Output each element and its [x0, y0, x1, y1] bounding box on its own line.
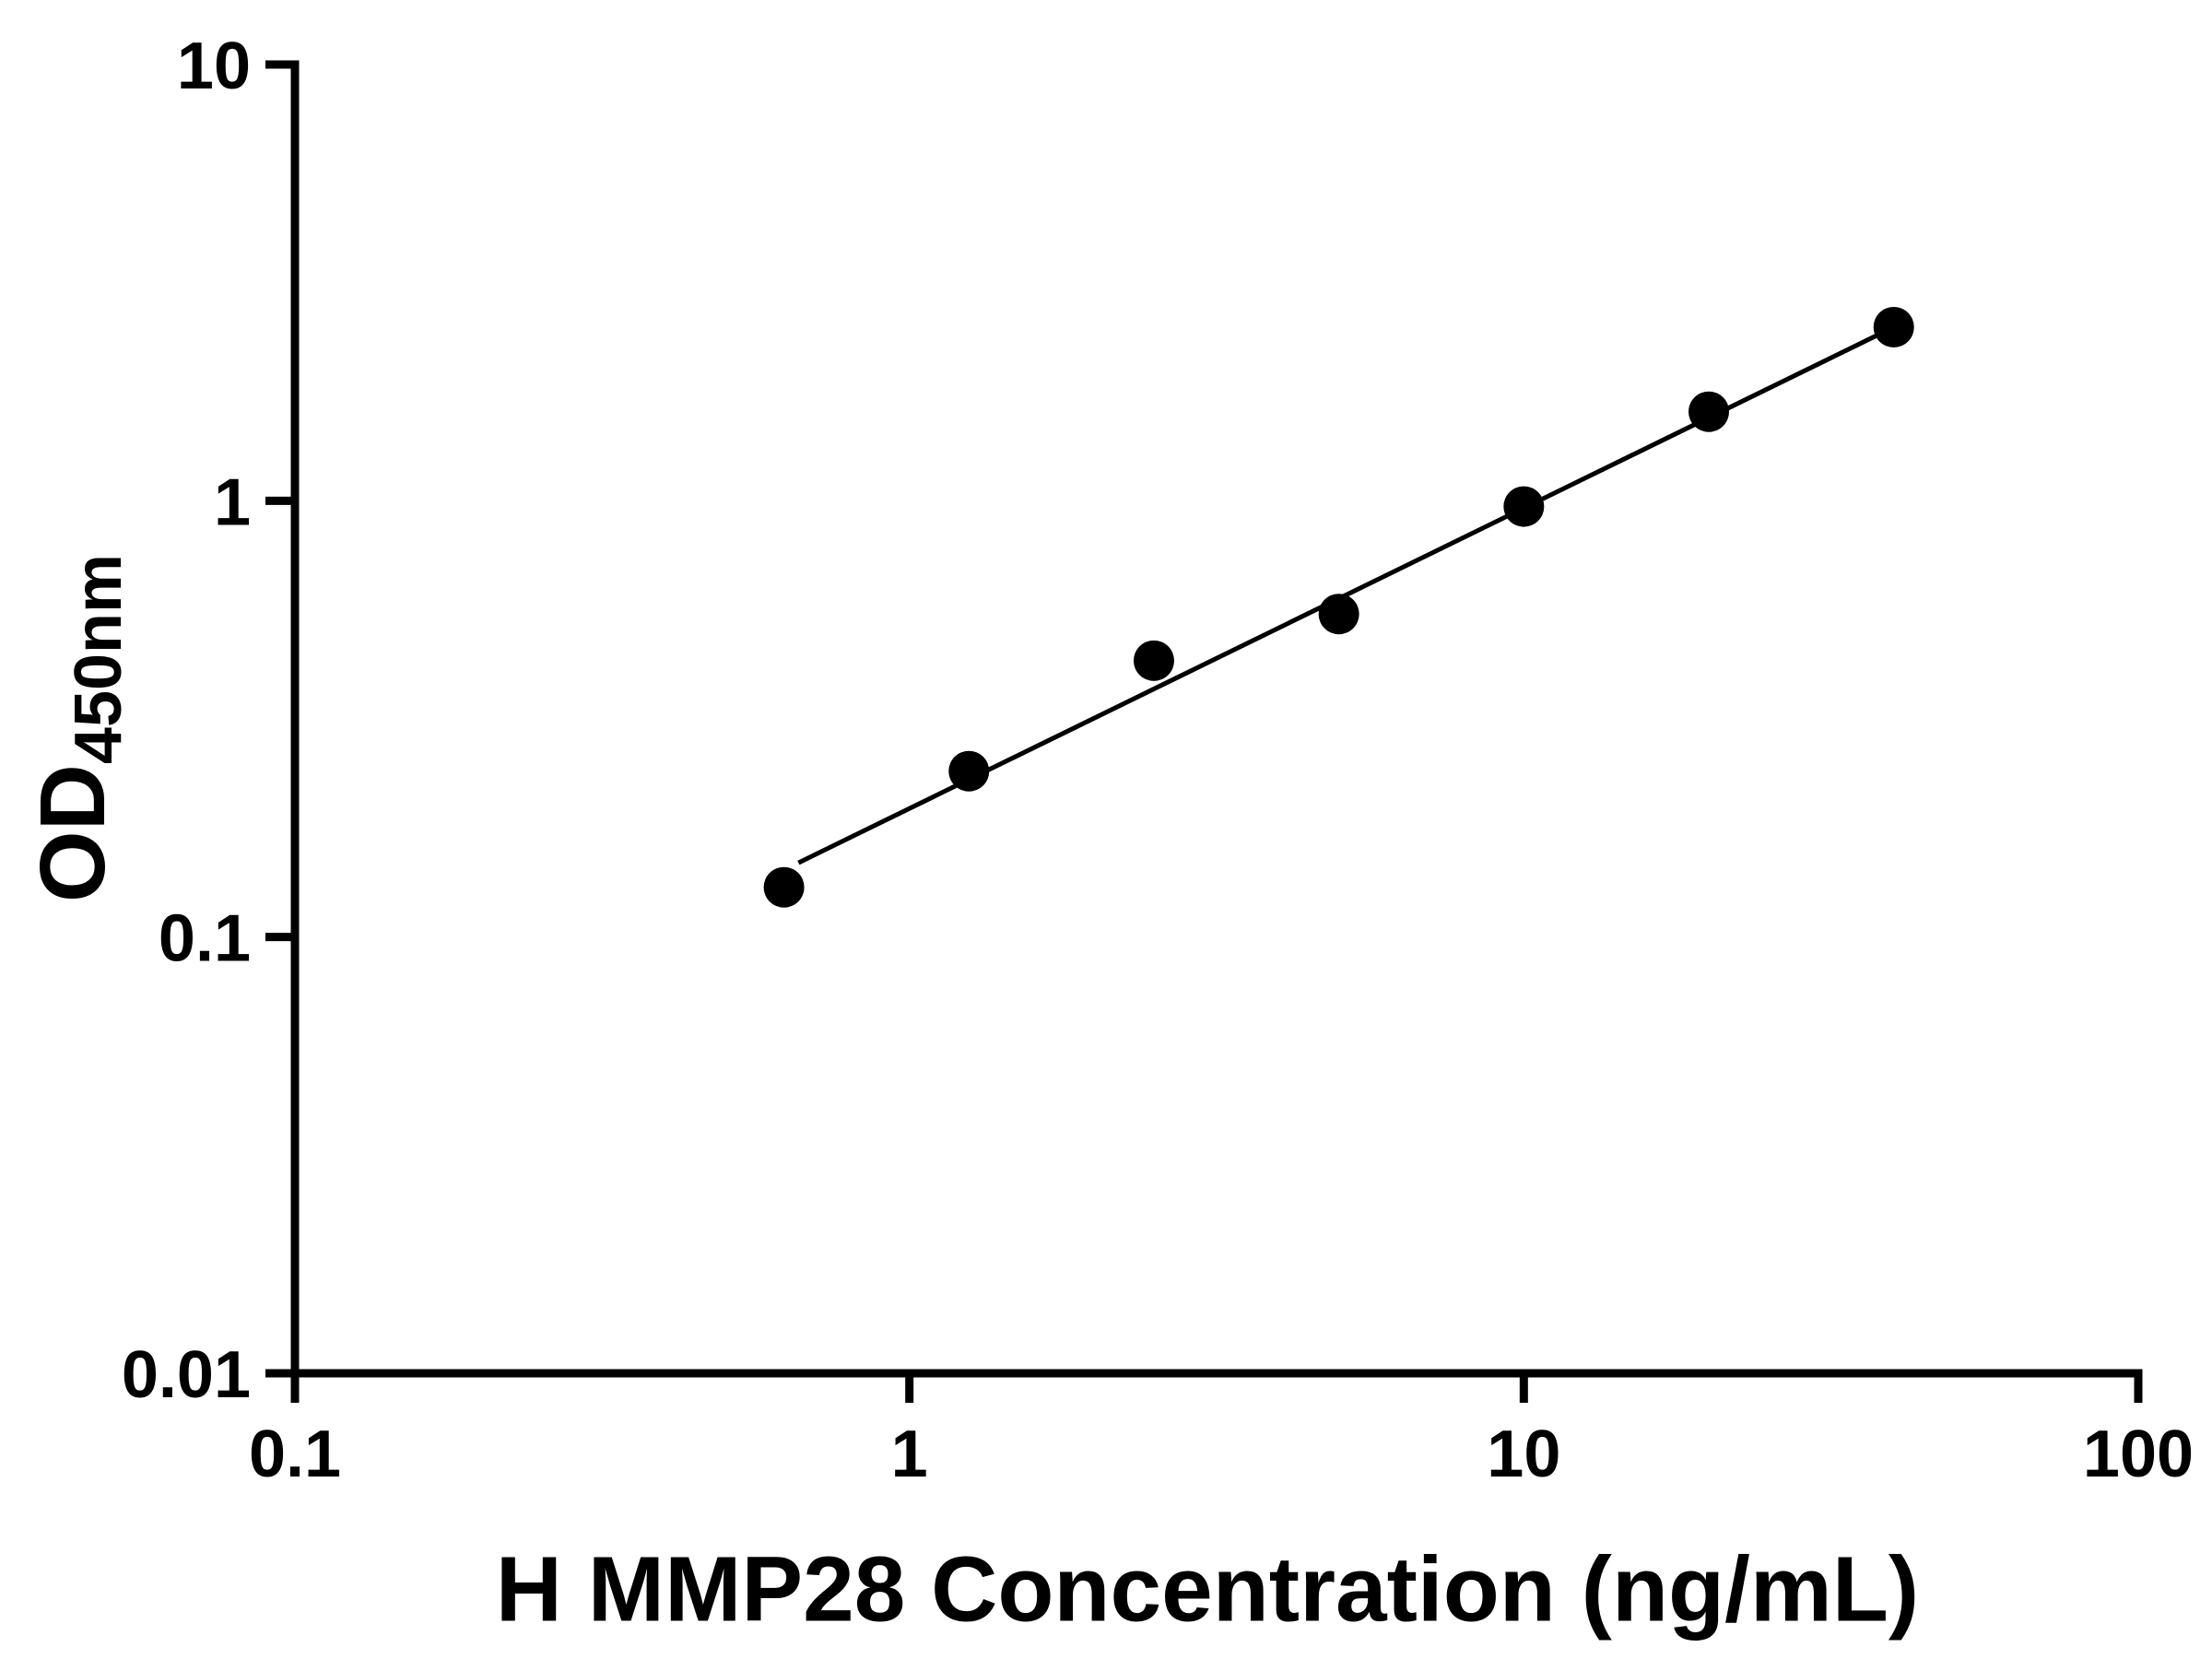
y-tick-label: 0.01	[122, 1338, 251, 1412]
axis-spine	[290, 60, 2143, 1378]
data-point	[1503, 486, 1545, 527]
x-axis-title: H MMP28 Concentration (ng/mL)	[495, 1537, 1920, 1641]
x-tick-label: 1	[891, 1418, 928, 1491]
data-point	[1688, 391, 1730, 432]
x-tick-label: 100	[2083, 1418, 2194, 1491]
y-tick-label: 10	[177, 29, 251, 103]
data-point	[1873, 306, 1914, 347]
data-point	[948, 750, 990, 792]
y-tick-label: 1	[214, 465, 251, 539]
y-axis-title-subscript: 450nm	[62, 553, 135, 765]
y-axis-title-main: OD	[21, 764, 124, 903]
x-tick-label: 10	[1487, 1418, 1560, 1491]
x-tick-label: 0.1	[249, 1418, 341, 1491]
data-point	[1133, 640, 1174, 681]
y-tick-label: 0.1	[159, 902, 251, 976]
y-axis-title: OD450nm	[20, 554, 136, 902]
data-point	[763, 866, 805, 908]
data-point	[1318, 594, 1359, 635]
